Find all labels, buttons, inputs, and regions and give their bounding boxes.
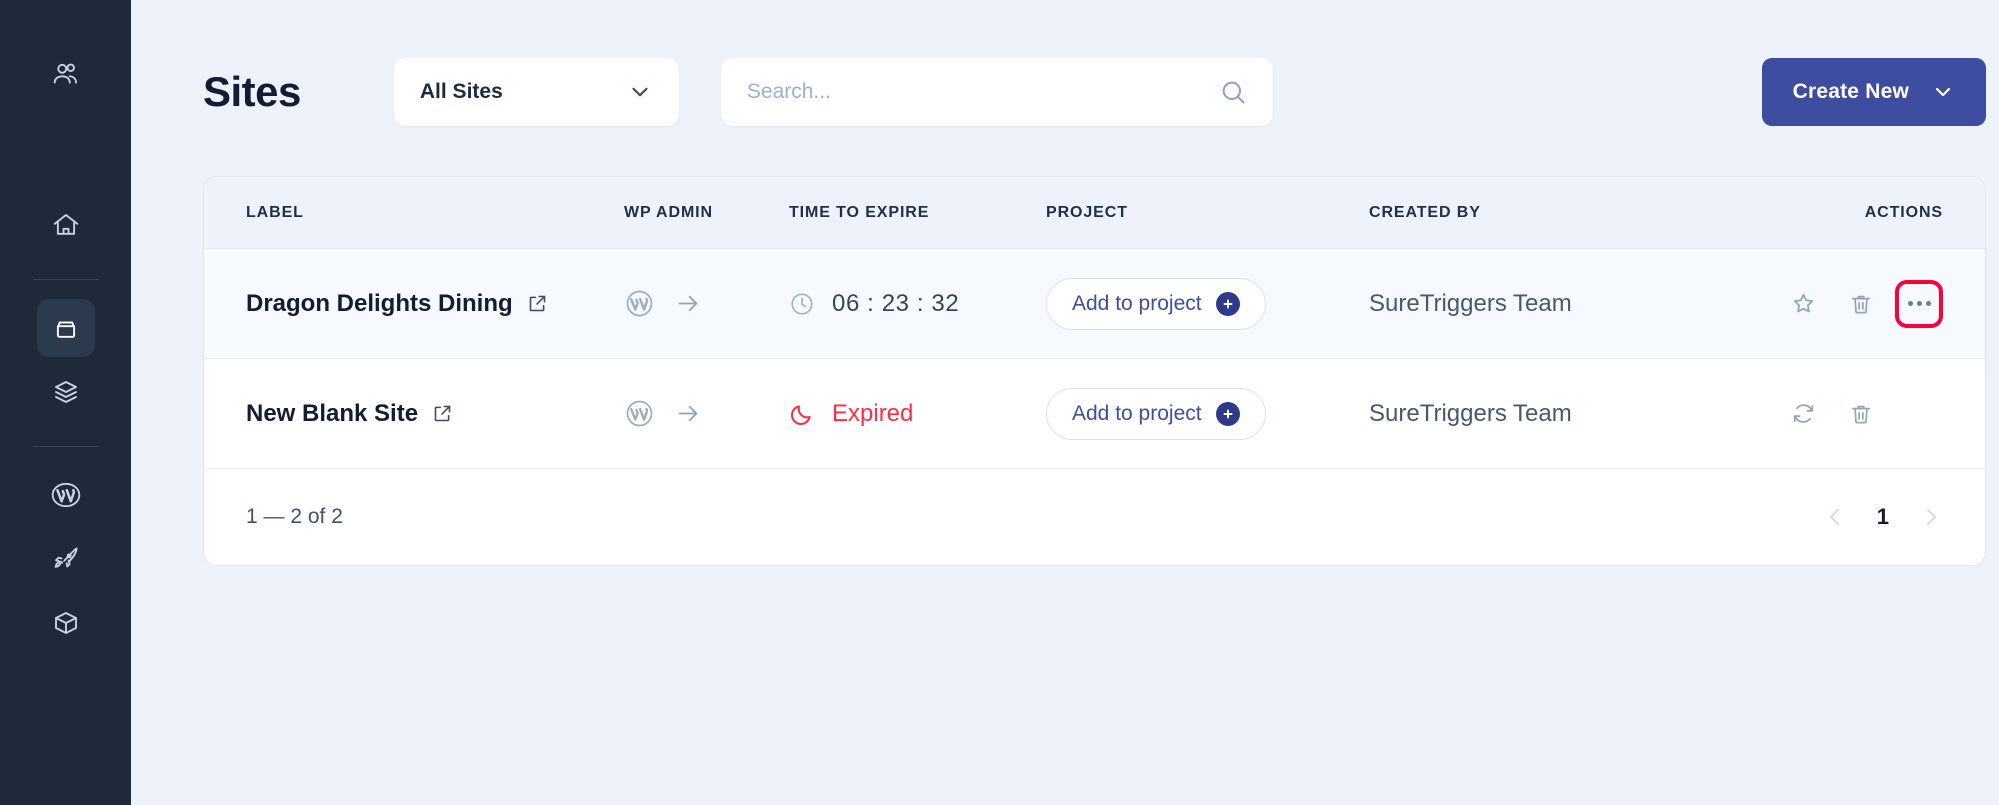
rocket-icon	[51, 544, 81, 574]
table-row[interactable]: Dragon Delights Dining	[204, 249, 1985, 359]
table-row[interactable]: New Blank Site	[204, 359, 1985, 469]
add-to-project-label: Add to project	[1072, 401, 1202, 425]
add-to-project-button[interactable]: Add to project	[1046, 277, 1266, 330]
table-footer: 1 — 2 of 2 1	[204, 469, 1985, 565]
column-header-label: LABEL	[246, 203, 304, 221]
time-to-expire-value: Expired	[832, 399, 914, 427]
row-actions	[1769, 279, 1985, 328]
site-label[interactable]: New Blank Site	[246, 400, 624, 428]
sidebar-item-launch[interactable]	[37, 530, 95, 588]
created-by-value: SureTriggers Team	[1369, 399, 1572, 427]
more-options-dots	[1907, 301, 1931, 306]
trash-icon[interactable]	[1837, 390, 1885, 438]
trash-icon[interactable]	[1837, 280, 1885, 328]
time-to-expire-cell: 06 : 23 : 32	[789, 290, 1046, 318]
column-header-actions: ACTIONS	[1864, 203, 1943, 221]
create-new-label: Create New	[1792, 80, 1909, 103]
plus-circle-icon	[1215, 291, 1240, 316]
layers-icon	[51, 377, 81, 407]
sites-table: LABEL WP ADMIN TIME TO EXPIRE PROJECT CR…	[203, 176, 1986, 566]
cube-icon	[51, 608, 81, 638]
home-icon	[51, 210, 81, 240]
wordpress-icon[interactable]	[624, 288, 655, 319]
page-title: Sites	[203, 68, 301, 115]
site-label-text: Dragon Delights Dining	[246, 289, 513, 317]
add-to-project-label: Add to project	[1072, 291, 1202, 315]
sidebar	[0, 0, 131, 805]
sidebar-divider-1	[32, 279, 99, 280]
created-by-value: SureTriggers Team	[1369, 289, 1572, 317]
chevron-left-icon[interactable]	[1823, 505, 1847, 529]
more-options-icon[interactable]	[1895, 279, 1943, 328]
chevron-right-icon[interactable]	[1919, 505, 1943, 529]
sidebar-item-projects[interactable]	[37, 363, 95, 421]
archive-box-icon	[51, 313, 81, 343]
wordpress-icon	[50, 479, 82, 511]
chevron-down-icon	[627, 79, 653, 105]
site-filter-dropdown[interactable]: All Sites	[393, 58, 679, 126]
site-label-text: New Blank Site	[246, 399, 419, 427]
sidebar-item-sites[interactable]	[36, 299, 95, 357]
clock-icon	[789, 291, 815, 317]
time-to-expire-cell: Expired	[789, 400, 1046, 428]
column-header-created-by: CREATED BY	[1369, 203, 1481, 221]
refresh-icon[interactable]	[1779, 390, 1827, 438]
column-header-time-to-expire: TIME TO EXPIRE	[789, 203, 930, 221]
time-to-expire-value: 06 : 23 : 32	[832, 289, 960, 317]
sidebar-item-home[interactable]	[37, 196, 95, 254]
column-header-project: PROJECT	[1046, 203, 1128, 221]
wp-admin-cell	[624, 288, 789, 319]
site-label[interactable]: Dragon Delights Dining	[246, 290, 624, 318]
plus-circle-icon	[1215, 401, 1240, 426]
create-new-button[interactable]: Create New	[1761, 58, 1986, 126]
main-content: Sites All Sites Create New	[131, 0, 1999, 805]
chevron-down-icon	[1931, 80, 1955, 104]
column-header-wp-admin: WP ADMIN	[624, 203, 713, 221]
sidebar-item-team-members[interactable]	[37, 46, 95, 104]
arrow-right-icon[interactable]	[675, 290, 702, 317]
wordpress-icon[interactable]	[624, 398, 655, 429]
search-input[interactable]	[746, 80, 1187, 104]
page-toolbar: Sites All Sites Create New	[203, 0, 1986, 176]
sidebar-item-wordpress[interactable]	[37, 466, 95, 524]
pagination: 1	[1823, 504, 1943, 530]
wp-admin-cell	[624, 398, 789, 429]
add-to-project-button[interactable]: Add to project	[1046, 387, 1266, 440]
result-count: 1 — 2 of 2	[246, 505, 343, 528]
users-icon	[51, 60, 81, 90]
page-number[interactable]: 1	[1876, 504, 1889, 529]
table-header-row: LABEL WP ADMIN TIME TO EXPIRE PROJECT CR…	[204, 177, 1985, 249]
search-icon[interactable]	[1219, 78, 1247, 106]
star-icon[interactable]	[1779, 280, 1827, 328]
external-link-icon[interactable]	[527, 293, 548, 314]
sidebar-divider-2	[32, 446, 99, 447]
search-box[interactable]	[720, 58, 1273, 126]
arrow-right-icon[interactable]	[675, 400, 702, 427]
site-filter-value: All Sites	[419, 80, 503, 103]
sidebar-item-packages[interactable]	[37, 594, 95, 652]
moon-icon	[789, 401, 815, 427]
row-actions	[1769, 390, 1985, 438]
external-link-icon[interactable]	[432, 403, 453, 424]
